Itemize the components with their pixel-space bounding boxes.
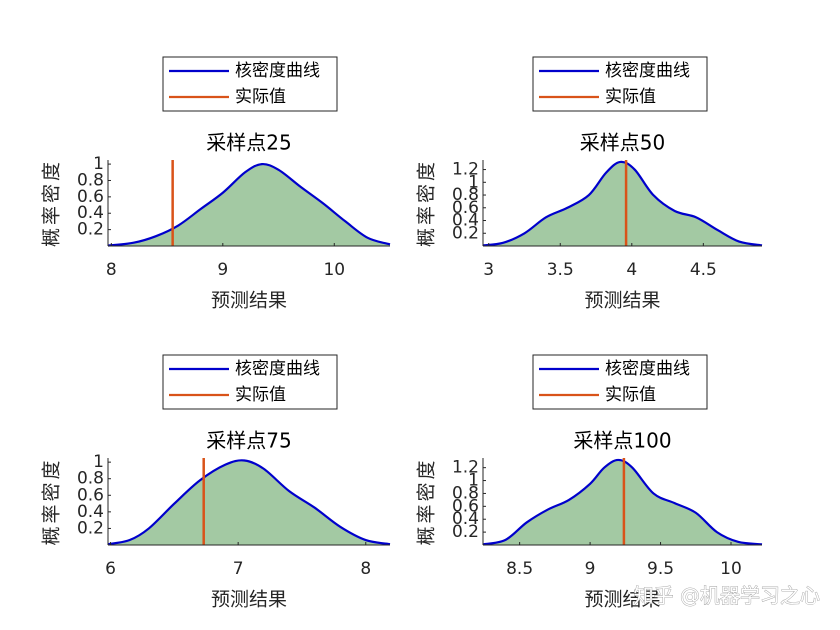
y-tick-label: 0.2 [77,220,104,240]
y-tick-label: 0.2 [77,518,104,538]
x-tick-label: 10 [323,260,345,280]
y-tick-label: 1.2 [452,458,479,478]
x-tick-label: 9.5 [647,559,674,579]
legend-box [162,354,338,410]
x-axis-label: 预测结果 [584,589,660,611]
density-fill [483,161,762,246]
legend-box [532,354,708,410]
y-tick-label: 0.8 [452,483,479,503]
y-tick-label: 0.6 [452,496,479,516]
legend-label: 实际值 [235,385,286,405]
x-tick-label: 9 [585,559,596,579]
subplot-title: 采样点50 [580,131,665,155]
subplot-title: 采样点25 [206,131,291,155]
y-axis-label: 概率密度 [416,457,438,545]
y-tick-label: 0.6 [77,187,104,207]
x-tick-label: 4 [626,260,637,280]
legend-label: 核密度曲线 [235,61,320,81]
y-tick-label: 1 [93,154,104,174]
density-fill [108,164,390,246]
y-tick-label: 1 [93,452,104,472]
x-tick-label: 8.5 [506,559,533,579]
y-tick-label: 0.4 [452,211,479,231]
y-tick-label: 0.6 [77,485,104,505]
legend-box [162,56,338,112]
y-tick-label: 0.2 [452,223,479,243]
legend-label: 核密度曲线 [235,359,320,379]
y-tick-label: 0.2 [452,522,479,542]
x-tick-label: 8 [106,260,117,280]
y-tick-label: 0.4 [77,502,104,522]
x-axis-label: 预测结果 [211,290,287,312]
legend-label: 核密度曲线 [605,359,690,379]
x-tick-label: 10 [720,559,742,579]
subplot-title: 采样点75 [206,429,291,453]
x-tick-label: 8 [360,559,371,579]
subplot: 8.5 9 9.5 10 0.20.40.60.811.2 预测结果 概率密度 采样点100 核… [416,354,763,611]
y-tick-label: 0.4 [452,509,479,529]
legend-label: 核密度曲线 [605,61,690,81]
y-axis-label: 概率密度 [41,159,63,247]
legend-label: 实际值 [235,87,286,107]
watermark: 知乎 @机器学习之心 [634,584,820,608]
legend-label: 实际值 [605,87,656,107]
y-axis-label: 概率密度 [416,159,438,247]
density-line [482,160,763,247]
x-tick-label: 7 [233,559,244,579]
x-tick-label: 3 [483,260,494,280]
y-axis-label: 概率密度 [41,457,63,545]
legend-box [532,56,708,112]
density-line [107,459,391,546]
y-tick-label: 0.6 [452,198,479,218]
density-line [107,162,391,247]
x-axis-label: 预测结果 [211,589,287,611]
subplot-title: 采样点100 [573,429,671,453]
density-fill [483,459,762,545]
legend-label: 实际值 [605,385,656,405]
y-tick-label: 0.8 [452,185,479,205]
x-tick-label: 3.5 [547,260,574,280]
subplot: 3 3.5 4 4.5 0.20.40.60.811.2 预测结果 概率密度 采样点50 核密度… [416,56,763,312]
x-tick-label: 9 [217,260,228,280]
x-axis-label: 预测结果 [584,290,660,312]
y-tick-label: 1 [468,172,479,192]
density-fill [108,460,390,545]
y-tick-label: 0.8 [77,170,104,190]
y-tick-label: 0.4 [77,203,104,223]
y-tick-label: 0.8 [77,469,104,489]
y-tick-label: 1.2 [452,160,479,180]
x-tick-label: 6 [105,559,116,579]
density-line [482,458,763,546]
x-tick-label: 4.5 [690,260,717,280]
y-tick-label: 1 [468,471,479,491]
